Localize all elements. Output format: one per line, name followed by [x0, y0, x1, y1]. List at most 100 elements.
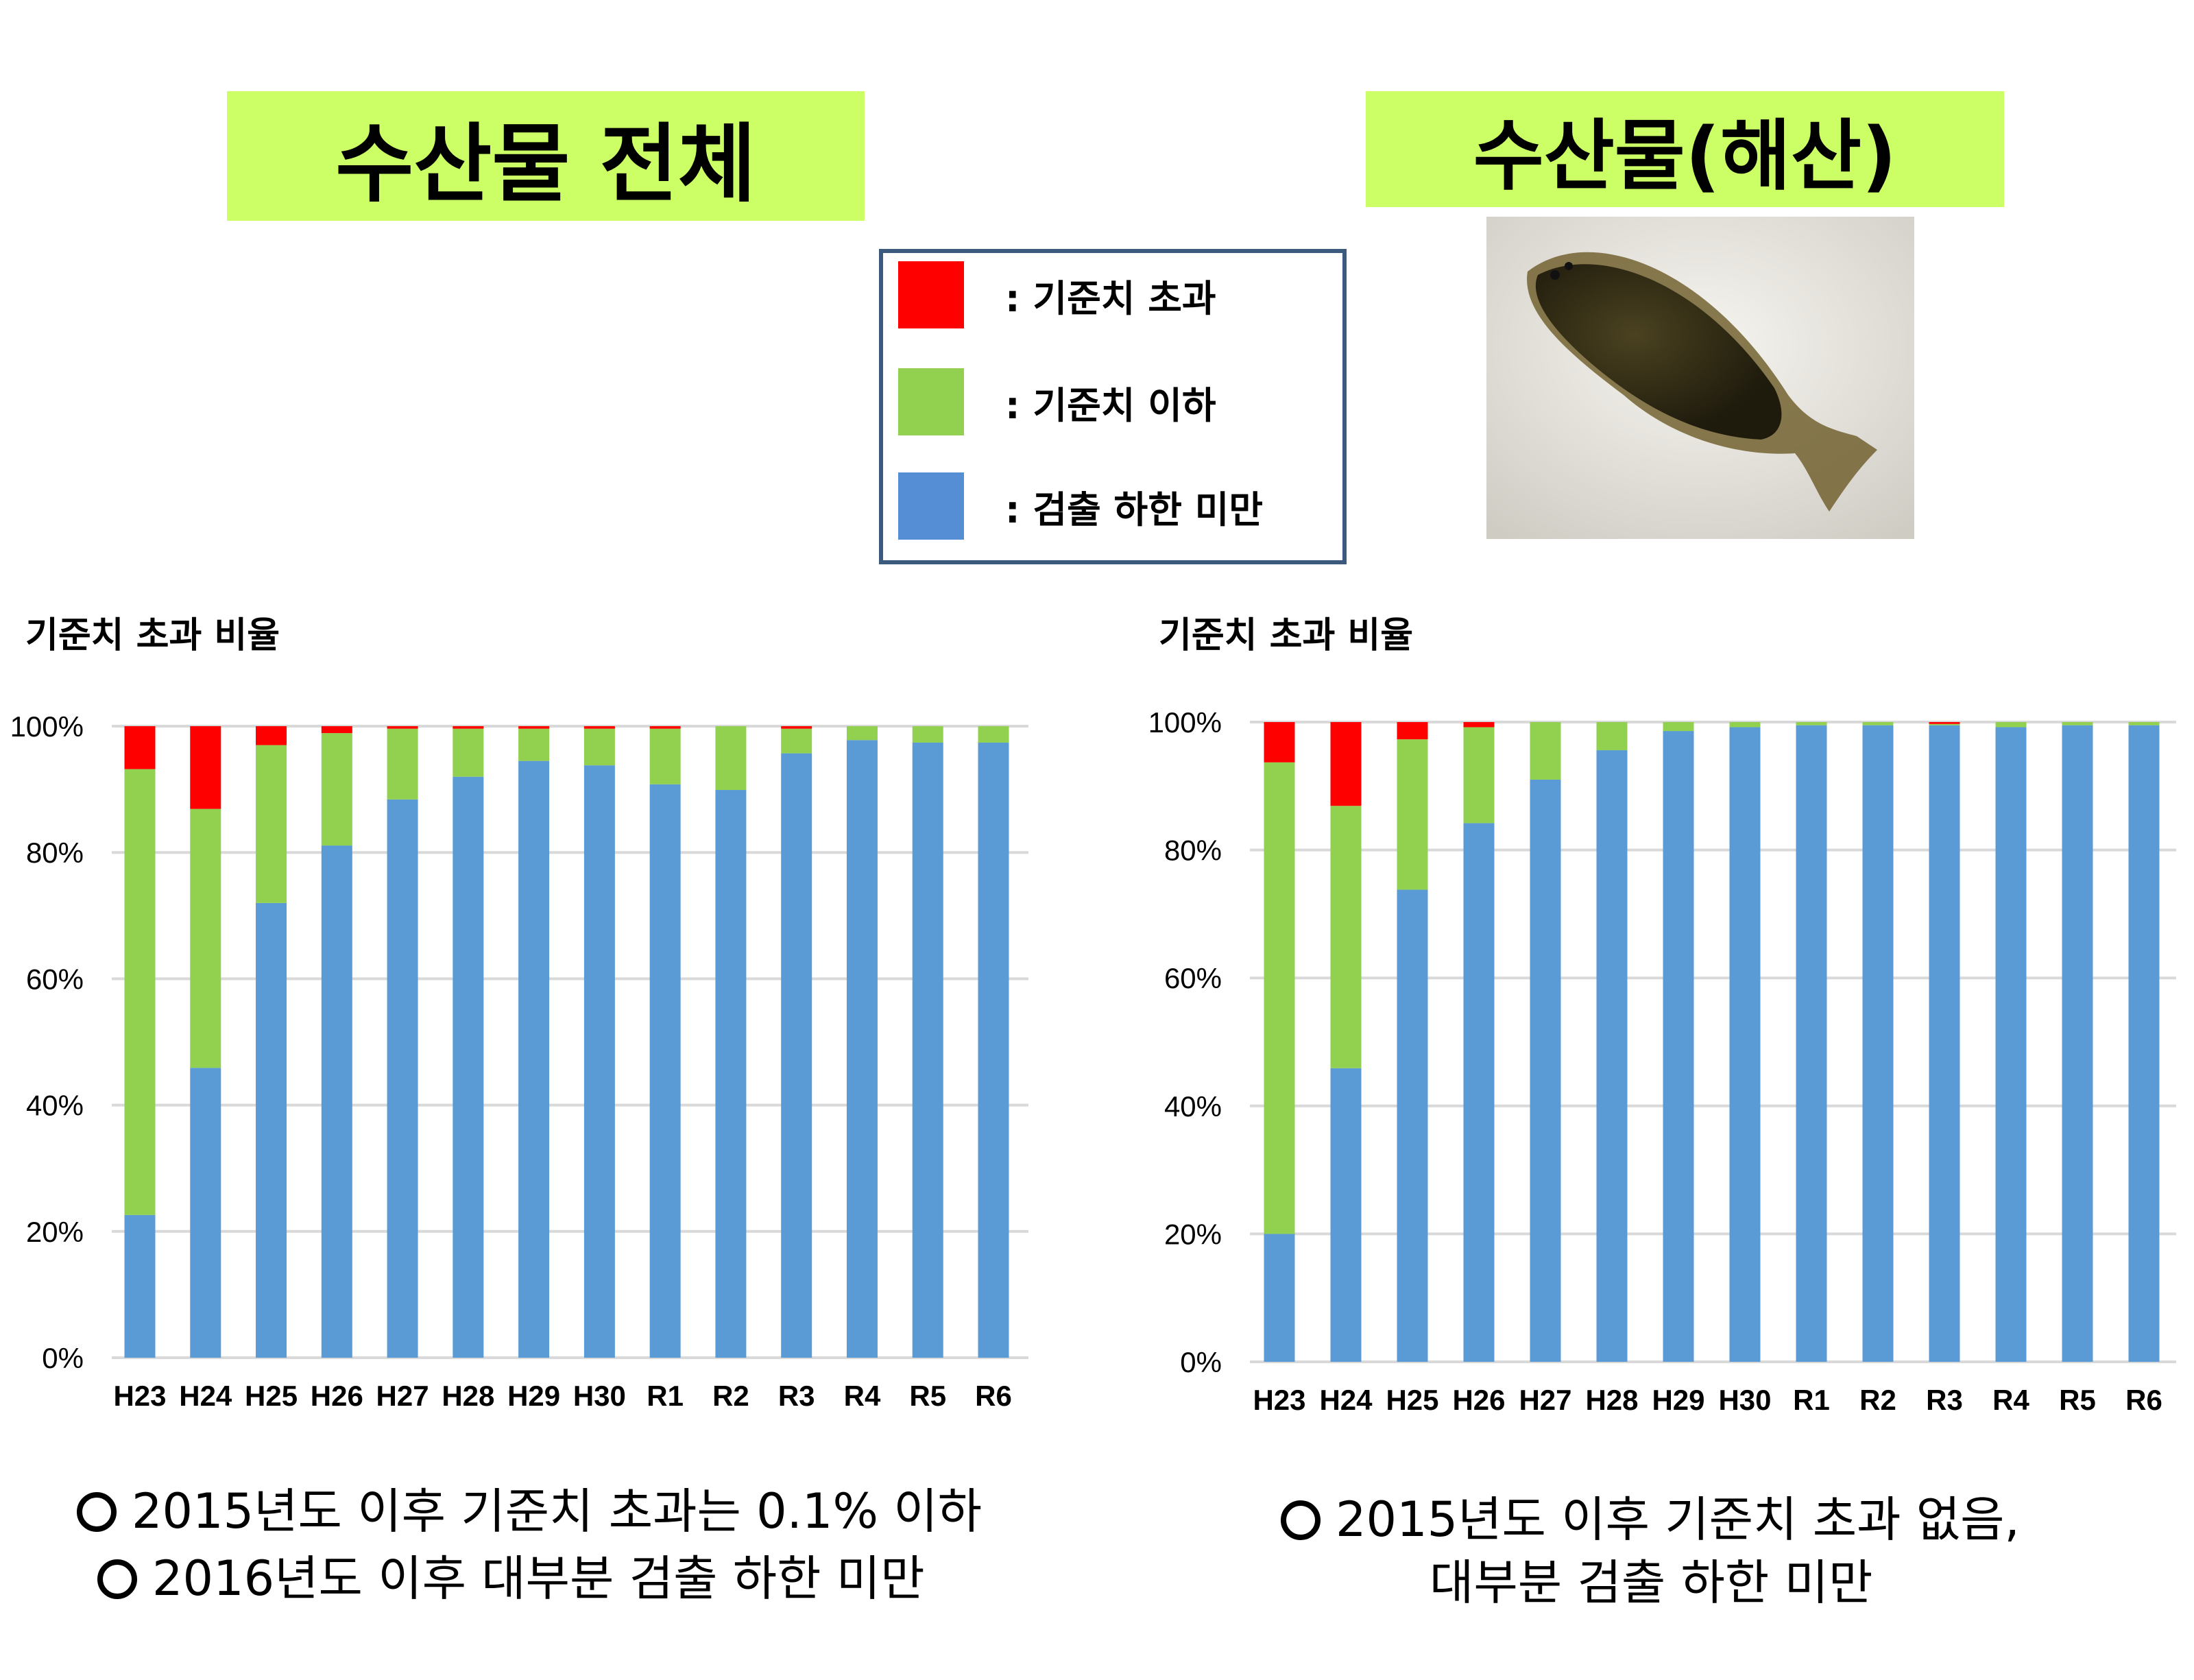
y-tick-label: 40%	[26, 1090, 84, 1122]
bar-segment	[1330, 1068, 1362, 1362]
bar-segment	[2128, 722, 2160, 725]
y-tick-label: 0%	[42, 1342, 84, 1374]
x-tick-label: H25	[1386, 1384, 1438, 1416]
bar-segment	[124, 726, 156, 769]
note-text: 2016년도 이후 대부분 검출 하한 미만	[152, 1550, 925, 1607]
x-tick-label: H25	[245, 1380, 298, 1412]
circle-bullet-icon	[77, 1492, 117, 1532]
bar-segment	[1397, 722, 1428, 740]
bar-segment	[912, 726, 943, 743]
bar-segment	[321, 726, 352, 734]
bar-segment	[912, 742, 943, 1358]
note-left-2: 2016년도 이후 대부분 검출 하한 미만	[97, 1540, 925, 1609]
bar-segment	[1796, 725, 1827, 1362]
note-text: 대부분 검출 하한 미만	[1430, 1555, 1873, 1611]
bar-segment	[781, 753, 812, 1358]
bar-segment	[846, 726, 878, 741]
bar-segment	[846, 740, 878, 1358]
x-tick-label: H29	[507, 1380, 560, 1412]
x-tick-label: R5	[2059, 1384, 2096, 1416]
bar-segment	[1729, 722, 1761, 728]
bar-segment	[1397, 889, 1428, 1362]
bar-segment	[1862, 725, 1894, 1362]
x-tick-label: R6	[975, 1380, 1012, 1412]
bar-segment	[321, 733, 352, 846]
bar-segment	[1995, 722, 2027, 728]
y-tick-label: 60%	[26, 963, 84, 995]
bar-segment	[124, 769, 156, 1215]
bar-segment	[1530, 779, 1561, 1362]
x-tick-label: H24	[179, 1380, 232, 1412]
bar-segment	[256, 745, 287, 903]
legend-item-below-standard: : 기준치 이하	[898, 368, 1216, 435]
bar-segment	[321, 845, 352, 1358]
bar-segment	[1330, 806, 1362, 1068]
bar-segment	[453, 728, 484, 777]
bar-segment	[583, 728, 615, 766]
legend-swatch-blue	[898, 472, 964, 540]
bar-segment	[453, 776, 484, 1358]
bar-segment	[387, 726, 418, 729]
bar-segment	[1929, 722, 1960, 724]
bar-segment	[1463, 823, 1495, 1362]
x-tick-label: R2	[712, 1380, 749, 1412]
bar-segment	[1463, 722, 1495, 728]
legend-label: : 기준치 초과	[1005, 276, 1216, 320]
bar-segment	[2128, 725, 2160, 1362]
bar-segment	[1330, 722, 1362, 806]
x-tick-label: R4	[844, 1380, 881, 1412]
x-tick-label: H30	[573, 1380, 626, 1412]
legend-item-exceeded: : 기준치 초과	[898, 261, 1216, 328]
bar-segment	[190, 726, 221, 809]
bar-segment	[781, 728, 812, 754]
bar-segment	[256, 726, 287, 745]
title-all-seafood: 수산물 전체	[227, 91, 865, 221]
bar-segment	[649, 728, 681, 784]
y-tick-label: 80%	[26, 837, 84, 869]
bar-segment	[387, 728, 418, 800]
y-tick-label: 100%	[1148, 706, 1222, 739]
bar-segment	[649, 726, 681, 729]
bar-segment	[1264, 722, 1295, 763]
bar-segment	[1929, 725, 1960, 1362]
x-tick-label: H23	[113, 1380, 166, 1412]
circle-bullet-icon	[97, 1559, 137, 1599]
bar-segment	[1663, 722, 1694, 732]
bar-segment	[190, 1068, 221, 1358]
x-tick-label: H24	[1319, 1384, 1373, 1416]
x-tick-label: H28	[1585, 1384, 1638, 1416]
x-tick-label: H26	[311, 1380, 363, 1412]
x-tick-label: R3	[778, 1380, 815, 1412]
bar-segment	[1729, 727, 1761, 1362]
chart-title-right: 기준치 초과 비율	[1159, 615, 1414, 656]
bar-segment	[1862, 722, 1894, 725]
legend-swatch-green	[898, 368, 964, 435]
bar-segment	[387, 799, 418, 1358]
bar-segment	[1463, 727, 1495, 824]
bar-segment	[453, 726, 484, 729]
x-tick-label: H30	[1718, 1384, 1771, 1416]
legend: : 기준치 초과 : 기준치 이하 : 검출 하한 미만	[879, 249, 1347, 564]
bar-segment	[256, 902, 287, 1358]
x-tick-label: H23	[1253, 1384, 1305, 1416]
x-tick-label: R4	[1992, 1384, 2029, 1416]
x-tick-label: R2	[1859, 1384, 1896, 1416]
legend-label: : 기준치 이하	[1005, 383, 1216, 427]
chart-title-left: 기준치 초과 비율	[25, 615, 280, 656]
bar-segment	[1929, 723, 1960, 725]
x-tick-label: H27	[376, 1380, 429, 1412]
x-tick-label: R1	[647, 1380, 684, 1412]
x-tick-label: H28	[442, 1380, 494, 1412]
bar-segment	[2062, 722, 2093, 725]
bar-segment	[978, 726, 1009, 743]
y-tick-label: 0%	[1180, 1346, 1222, 1378]
note-text: 2015년도 이후 기준치 초과 없음,	[1336, 1491, 2020, 1548]
bar-segment	[1596, 722, 1628, 751]
y-tick-label: 20%	[26, 1216, 84, 1248]
x-tick-label: R1	[1793, 1384, 1830, 1416]
bar-segment	[1596, 750, 1628, 1362]
note-left-1: 2015년도 이후 기준치 초과는 0.1% 이하	[77, 1473, 982, 1542]
x-tick-label: H29	[1652, 1384, 1704, 1416]
bar-segment	[1264, 762, 1295, 1234]
bar-segment	[1264, 1234, 1295, 1362]
